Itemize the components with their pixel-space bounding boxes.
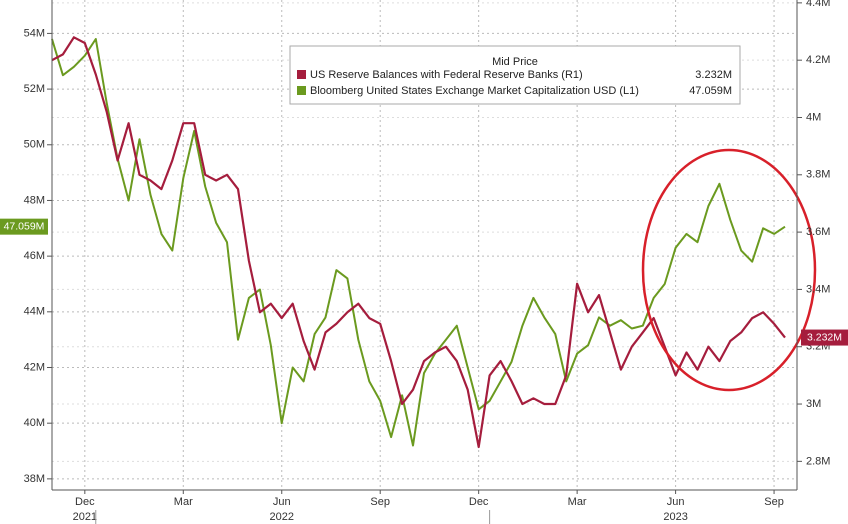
y-tick-label: 52M <box>24 83 45 95</box>
y2-tick-label: 4.2M <box>806 54 830 66</box>
y-tick-label: 38M <box>24 473 45 485</box>
legend-swatch <box>297 86 306 95</box>
last-value-box <box>801 329 848 346</box>
legend-label: Bloomberg United States Exchange Market … <box>310 85 639 97</box>
y2-tick-label: 3M <box>806 398 821 410</box>
y-tick-label: 46M <box>24 250 45 262</box>
lines <box>51 36 786 449</box>
y2-tick-label: 4M <box>806 111 821 123</box>
y-tick-label: 44M <box>24 306 45 318</box>
y-tick-label: 40M <box>24 417 45 429</box>
legend-swatch <box>297 70 306 79</box>
x-tick-label: Mar <box>568 496 587 508</box>
x-year-label: 2021 <box>73 511 97 523</box>
y-tick-label: 42M <box>24 361 45 373</box>
y2-tick-label: 3.8M <box>806 169 830 181</box>
legend-box <box>289 45 741 105</box>
series-line <box>51 36 786 449</box>
last-value-label: 3.232M <box>807 331 842 343</box>
legend-label: US Reserve Balances with Federal Reserve… <box>310 69 583 81</box>
legend-title: Mid Price <box>492 56 538 68</box>
y-tick-label: 54M <box>24 27 45 39</box>
series-line <box>51 38 786 447</box>
y2-tick-label: 3.4M <box>806 283 830 295</box>
x-tick-label: Mar <box>174 496 193 508</box>
x-tick-label: Sep <box>370 496 390 508</box>
x-tick-label: Dec <box>75 496 95 508</box>
legend-value: 3.232M <box>695 69 732 81</box>
x-tick-label: Sep <box>764 496 784 508</box>
last-value-label: 47.059M <box>4 220 45 232</box>
x-tick-label: Jun <box>273 496 291 508</box>
y2-tick-label: 3.6M <box>806 226 830 238</box>
y-tick-label: 50M <box>24 139 45 151</box>
highlight-circle <box>641 148 817 392</box>
y2-tick-label: 2.8M <box>806 455 830 467</box>
x-tick-label: Jun <box>667 496 685 508</box>
x-year-label: 2023 <box>663 511 687 523</box>
x-tick-label: Dec <box>469 496 489 508</box>
y2-tick-label: 4.4M <box>806 0 830 9</box>
legend-value: 47.059M <box>689 85 732 97</box>
last-value-box <box>0 218 48 235</box>
legend: Mid Price US Reserve Balances with Feder… <box>289 45 741 105</box>
y-tick-label: 48M <box>24 194 45 206</box>
x-year-label: 2022 <box>270 511 294 523</box>
